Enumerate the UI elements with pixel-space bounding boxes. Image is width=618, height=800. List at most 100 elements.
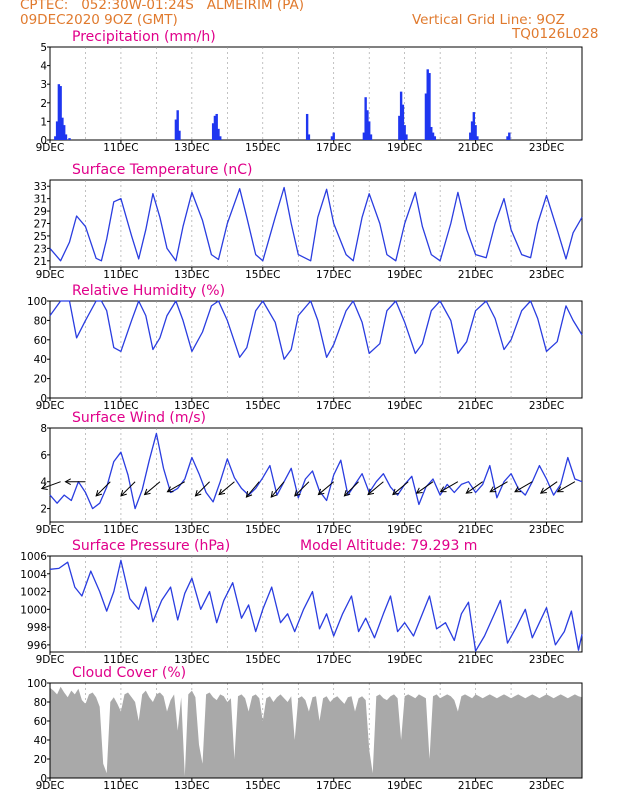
precipitation-bar <box>399 91 403 140</box>
temperature-x-tick-label: 17DEC <box>316 269 351 281</box>
precipitation-bar <box>176 110 179 140</box>
wind-x-tick-label: 15DEC <box>245 524 280 536</box>
humidity-y-tick-label: 80 <box>34 315 47 327</box>
wind-vector-arrow <box>557 481 576 493</box>
pressure-title: Surface Pressure (hPa) <box>72 538 230 554</box>
pressure-annotation: Model Altitude: 79.293 m <box>300 538 477 554</box>
wind-vector-arrowhead <box>245 491 253 498</box>
wind-vector-arrow <box>195 481 210 497</box>
wind-vector-arrow <box>120 481 136 497</box>
precipitation-bar <box>57 84 61 140</box>
pressure-x-tick-label: 17DEC <box>316 654 351 666</box>
wind-vector-arrow <box>392 481 409 495</box>
cloud-x-tick-label: 15DEC <box>245 780 280 792</box>
cloud-y-tick-label: 80 <box>34 697 47 709</box>
humidity-y-tick-label: 20 <box>34 374 47 386</box>
temperature-series-line <box>49 186 583 262</box>
precipitation-bar <box>174 119 178 140</box>
wind-x-tick-label: 11DEC <box>103 524 138 536</box>
precipitation-y-tick-label: 4 <box>40 61 47 73</box>
humidity-x-tick-label: 9DEC <box>36 400 65 412</box>
precipitation-bar <box>68 138 71 140</box>
precipitation-bar <box>219 136 222 140</box>
cloud-frame-overlay <box>49 682 583 779</box>
precipitation-bar <box>398 115 401 140</box>
precipitation-bar <box>55 121 59 140</box>
precipitation-bar <box>178 130 181 140</box>
precipitation-bar <box>401 104 405 140</box>
wind-y-tick-label: 8 <box>40 423 47 435</box>
wind-vector-arrow <box>318 481 335 495</box>
temperature-x-tick-label: 21DEC <box>458 269 493 281</box>
temperature-y-tick-label: 27 <box>34 219 47 231</box>
wind-vector-arrow <box>466 481 483 494</box>
wind-frame <box>49 427 583 523</box>
temperature-x-tick-label: 9DEC <box>36 269 65 281</box>
wind-x-tick-label: 23DEC <box>529 524 564 536</box>
cloud-x-tick-label: 11DEC <box>103 780 138 792</box>
precipitation-x-tick-label: 23DEC <box>529 142 564 154</box>
pressure-series-line <box>49 559 583 652</box>
temperature-x-tick-label: 23DEC <box>529 269 564 281</box>
cloud-y-tick-label: 60 <box>34 716 47 728</box>
precipitation-y-tick-label: 3 <box>40 79 47 91</box>
wind-vector-arrowhead <box>367 488 375 496</box>
wind-y-tick-label: 2 <box>40 504 47 516</box>
wind-x-tick-label: 17DEC <box>316 524 351 536</box>
precipitation-x-tick-label: 17DEC <box>316 142 351 154</box>
pressure-x-tick-label: 15DEC <box>245 654 280 666</box>
humidity-y-tick-label: 0 <box>40 393 47 405</box>
pressure-y-tick-label: 996 <box>27 640 47 652</box>
temperature-frame <box>49 179 583 268</box>
wind-vector-arrowhead <box>218 488 226 496</box>
humidity-x-tick-label: 13DEC <box>174 400 209 412</box>
wind-vector-arrow <box>218 481 235 495</box>
temperature-y-tick-label: 23 <box>34 243 47 255</box>
pressure-x-tick-label: 11DEC <box>103 654 138 666</box>
wind-vector-arrow <box>440 481 459 493</box>
temperature-x-tick-label: 13DEC <box>174 269 209 281</box>
pressure-x-tick-label: 19DEC <box>387 654 422 666</box>
temperature-x-tick-label: 11DEC <box>103 269 138 281</box>
station-header: CPTEC: 052:30W-01:24S ALMEIRIM (PA) <box>20 0 304 13</box>
precipitation-bar <box>431 132 435 140</box>
precipitation-bar <box>368 121 371 140</box>
wind-x-tick-label: 21DEC <box>458 524 493 536</box>
humidity-title: Relative Humidity (%) <box>72 283 225 299</box>
wind-vector-arrow <box>270 481 285 498</box>
precipitation-bar <box>369 134 373 140</box>
wind-vector-arrow <box>41 481 61 490</box>
precipitation-y-tick-label: 1 <box>40 116 47 128</box>
cloud-x-tick-label: 17DEC <box>316 780 351 792</box>
wind-vector-arrowhead <box>317 488 325 496</box>
cloud-y-tick-label: 20 <box>34 754 47 766</box>
wind-vector-arrowhead <box>143 488 151 496</box>
humidity-y-tick-label: 40 <box>34 354 47 366</box>
precipitation-bar <box>469 132 472 140</box>
temperature-y-tick-label: 31 <box>34 194 47 206</box>
humidity-frame <box>49 300 583 399</box>
precipitation-bar <box>403 125 406 140</box>
pressure-y-tick-label: 998 <box>27 622 47 634</box>
humidity-x-tick-label: 15DEC <box>245 400 280 412</box>
precipitation-x-tick-label: 9DEC <box>36 142 65 154</box>
precipitation-bar <box>476 136 479 140</box>
wind-vector-arrowhead <box>270 491 277 498</box>
pressure-y-tick-label: 1006 <box>20 551 47 563</box>
humidity-y-tick-label: 60 <box>34 335 47 347</box>
wind-vector-arrow <box>144 481 161 495</box>
precipitation-bar <box>506 136 509 140</box>
pressure-y-tick-label: 1000 <box>20 604 47 616</box>
wind-vector-arrowhead <box>539 487 547 494</box>
precipitation-bar <box>62 125 66 140</box>
precipitation-bar <box>217 128 220 140</box>
cloud-x-tick-label: 13DEC <box>174 780 209 792</box>
precipitation-bar <box>426 69 429 140</box>
wind-vector-arrow <box>95 481 111 497</box>
wind-y-tick-label: 4 <box>40 477 47 489</box>
grid-line-note: Vertical Grid Line: 9OZ <box>412 12 565 28</box>
cloud-x-tick-label: 19DEC <box>387 780 422 792</box>
wind-vector-arrowhead <box>415 487 423 494</box>
wind-vector-arrowhead <box>489 486 497 493</box>
